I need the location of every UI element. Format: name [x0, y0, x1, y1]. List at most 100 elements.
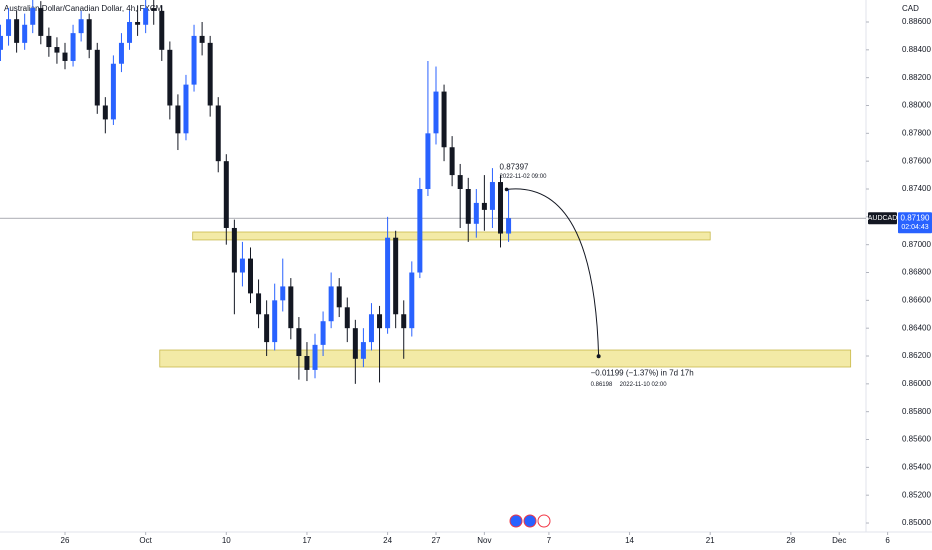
candle-body	[417, 189, 423, 273]
candle-body	[94, 49, 100, 106]
candle-body	[441, 91, 447, 148]
x-tick-label: 21	[706, 536, 715, 545]
y-tick-label: 0.86600	[902, 295, 931, 304]
x-tick-label: 7	[547, 536, 552, 545]
y-tick-label: 0.86200	[902, 351, 931, 360]
projection-end-price: 0.86198	[591, 382, 613, 388]
y-tick-label: 0.86800	[902, 268, 931, 277]
candle-body	[22, 24, 28, 43]
zone	[192, 231, 711, 241]
candle-body	[449, 147, 455, 176]
candle-body	[247, 258, 253, 294]
candle-body	[401, 314, 407, 329]
y-tick-label: 0.86400	[902, 323, 931, 332]
y-tick-label: 0.85600	[902, 435, 931, 444]
candle-body	[360, 342, 366, 359]
y-tick-label: 0.87800	[902, 128, 931, 137]
candle-body	[393, 237, 399, 315]
y-tick-label: 0.85800	[902, 407, 931, 416]
candle-body	[352, 328, 358, 359]
x-tick-label: 28	[786, 536, 795, 545]
candle-body	[465, 189, 471, 224]
candle-body	[231, 227, 237, 273]
icon[interactable]	[509, 514, 523, 528]
projection-end	[596, 354, 601, 359]
candle-body	[6, 19, 12, 36]
candle-body	[127, 21, 133, 43]
candle-body	[207, 42, 213, 106]
x-tick-label: Dec	[832, 536, 846, 545]
candle-body	[54, 47, 60, 53]
icon[interactable]	[523, 514, 537, 528]
candle-body	[102, 105, 108, 120]
candle-body	[344, 307, 350, 329]
y-tick-label: 0.88200	[902, 73, 931, 82]
countdown-label: 02:04:43	[901, 224, 928, 231]
indicator-icons[interactable]	[509, 514, 551, 528]
x-tick-label: 14	[625, 536, 634, 545]
candle-body	[489, 182, 495, 210]
x-tick-label: 10	[222, 536, 231, 545]
y-tick-label: 0.86000	[902, 379, 931, 388]
candle-body	[304, 356, 310, 370]
projection-start-price: 0.87397	[500, 163, 529, 172]
y-tick-label: 0.87600	[902, 156, 931, 165]
x-tick-label: 27	[432, 536, 441, 545]
icon[interactable]	[537, 514, 551, 528]
candle-body	[0, 35, 3, 50]
price-box	[898, 212, 932, 234]
candle-body	[30, 8, 36, 25]
candle-body	[280, 286, 286, 301]
candle-body	[264, 314, 270, 343]
y-tick-label: 0.87400	[902, 184, 931, 193]
candle-body	[409, 272, 415, 329]
x-tick-label: 26	[61, 536, 70, 545]
candle-body	[256, 293, 262, 315]
candle-body	[86, 19, 92, 50]
candle-body	[70, 33, 76, 61]
symbol-box	[868, 212, 897, 225]
candle-body	[288, 286, 294, 329]
candle-body	[191, 35, 197, 85]
candle-body	[457, 175, 463, 189]
candle-body	[110, 63, 116, 120]
symbol-label: AUDCAD	[868, 215, 898, 222]
y-tick-label: 0.88000	[902, 101, 931, 110]
axis-unit: CAD	[902, 4, 919, 13]
candle-body	[183, 84, 189, 134]
candle-body	[296, 328, 302, 357]
current-price-label: 0.87190	[901, 213, 930, 222]
candle-body	[368, 314, 374, 343]
candle-body	[312, 344, 318, 370]
candle-body	[143, 8, 149, 25]
x-tick-label: 24	[383, 536, 392, 545]
candle-body	[46, 35, 52, 48]
y-tick-label: 0.88400	[902, 45, 931, 54]
y-tick-label: 0.85200	[902, 490, 931, 499]
projection-start-date: 2022-11-02 09:00	[500, 174, 548, 180]
candle-body	[239, 258, 245, 273]
candle-body	[433, 91, 439, 134]
x-tick-label: 6	[885, 536, 890, 545]
y-tick-label: 0.85000	[902, 518, 931, 527]
candle-body	[199, 35, 205, 43]
candle-body	[62, 52, 68, 61]
candle-body	[38, 8, 44, 36]
candle-body	[159, 10, 165, 50]
chart-title: Australian Dollar/Canadian Dollar, 4h, F…	[4, 4, 163, 13]
candle-body	[481, 202, 487, 210]
projection-arrow	[506, 188, 600, 357]
candle-body	[336, 286, 342, 308]
candle-body	[377, 314, 383, 329]
x-tick-label: Nov	[477, 536, 491, 545]
candle-body	[320, 321, 326, 345]
candle-body	[118, 42, 124, 64]
zone	[159, 349, 852, 368]
candle-body	[215, 105, 221, 162]
x-tick-label: 17	[302, 536, 311, 545]
projection-end-date: 2022-11-10 02:00	[620, 382, 668, 388]
candle-body	[167, 49, 173, 106]
candle-body	[506, 218, 512, 234]
